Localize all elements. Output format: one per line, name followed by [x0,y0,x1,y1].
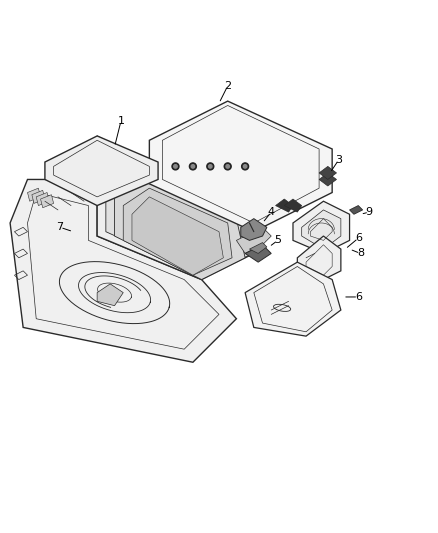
Polygon shape [241,219,267,240]
Text: 4: 4 [268,207,275,217]
Text: 1: 1 [117,116,124,126]
Polygon shape [106,171,254,275]
Polygon shape [41,195,53,208]
Text: 6: 6 [355,233,362,243]
Text: 3: 3 [335,155,342,165]
Polygon shape [32,190,45,204]
Text: 5: 5 [274,236,281,245]
Circle shape [174,165,177,168]
Polygon shape [319,173,336,186]
Polygon shape [45,136,158,206]
Polygon shape [97,162,262,279]
Polygon shape [250,243,267,254]
Polygon shape [10,180,237,362]
Text: 8: 8 [357,248,364,259]
Polygon shape [297,236,341,279]
Circle shape [208,165,212,168]
Circle shape [226,165,230,168]
Circle shape [242,163,249,170]
Text: 9: 9 [366,207,373,217]
Polygon shape [302,210,341,249]
Polygon shape [28,188,41,201]
Polygon shape [276,199,293,212]
Polygon shape [132,197,223,275]
Polygon shape [245,262,341,336]
Polygon shape [149,101,332,232]
Text: 7: 7 [57,222,64,232]
Circle shape [189,163,196,170]
Polygon shape [115,180,245,279]
Polygon shape [36,192,49,206]
Polygon shape [97,284,123,305]
Circle shape [224,163,231,170]
Polygon shape [293,201,350,254]
Polygon shape [123,188,232,275]
Polygon shape [97,136,254,171]
Polygon shape [237,228,271,254]
Polygon shape [284,199,302,212]
Text: 6: 6 [355,292,362,302]
Circle shape [172,163,179,170]
Polygon shape [350,206,363,214]
Circle shape [207,163,214,170]
Polygon shape [245,245,271,262]
Text: 2: 2 [224,81,231,91]
Circle shape [191,165,194,168]
Polygon shape [319,166,336,180]
Circle shape [244,165,247,168]
